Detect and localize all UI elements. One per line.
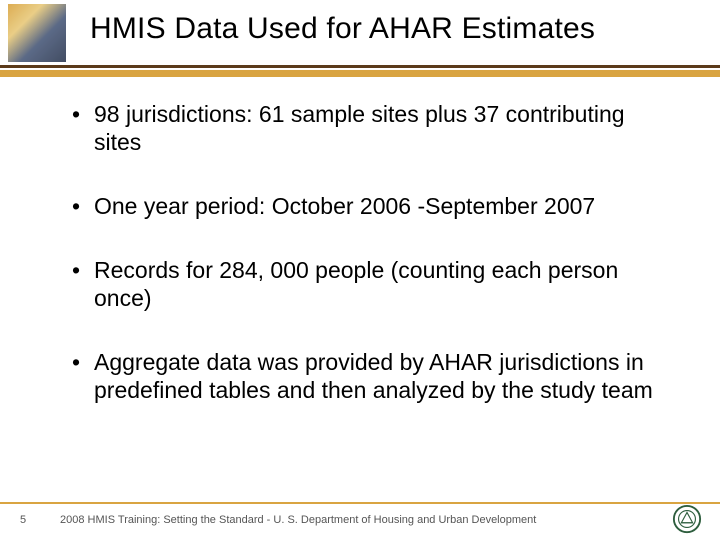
body: 98 jurisdictions: 61 sample sites plus 3… <box>68 100 672 480</box>
bullet-item: 98 jurisdictions: 61 sample sites plus 3… <box>68 100 672 156</box>
footer-rule <box>0 502 720 504</box>
decorative-thumbnail <box>8 4 66 62</box>
hud-seal-icon <box>672 504 702 534</box>
bullet-item: One year period: October 2006 -September… <box>68 192 672 220</box>
bullet-list: 98 jurisdictions: 61 sample sites plus 3… <box>68 100 672 404</box>
footer-text: 2008 HMIS Training: Setting the Standard… <box>60 514 536 526</box>
slide-title: HMIS Data Used for AHAR Estimates <box>90 12 595 46</box>
header-rule-dark <box>0 65 720 68</box>
bullet-item: Records for 284, 000 people (counting ea… <box>68 256 672 312</box>
footer: 5 2008 HMIS Training: Setting the Standa… <box>0 500 720 540</box>
slide: HMIS Data Used for AHAR Estimates 98 jur… <box>0 0 720 540</box>
header: HMIS Data Used for AHAR Estimates <box>0 0 720 78</box>
page-number: 5 <box>20 514 26 526</box>
bullet-item: Aggregate data was provided by AHAR juri… <box>68 348 672 404</box>
header-rule-gold <box>0 70 720 77</box>
